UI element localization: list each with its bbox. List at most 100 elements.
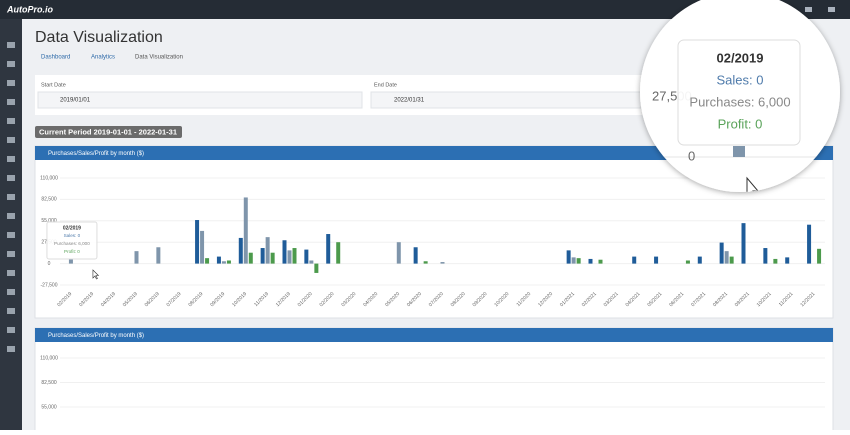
label: Start Date <box>41 82 66 88</box>
bar <box>195 220 200 264</box>
panel <box>34 327 834 435</box>
sidebar-icon[interactable] <box>7 156 15 162</box>
panel-title: Purchases/Sales/Profit by month ($) <box>48 333 144 339</box>
date-value: 2019/01/01 <box>60 98 91 104</box>
bar <box>785 257 790 264</box>
breadcrumb: Data Visualization <box>135 55 183 61</box>
tooltip-title: 02/2019 <box>63 225 81 231</box>
bar <box>260 248 265 264</box>
bar <box>598 259 603 264</box>
bar <box>396 242 401 264</box>
bar <box>588 258 593 264</box>
y-tick-label: 110,000 <box>40 175 58 181</box>
tooltip <box>677 39 801 146</box>
sidebar-icon[interactable] <box>7 99 15 105</box>
bar <box>248 252 253 264</box>
panel-header <box>35 146 833 160</box>
sidebar-icon[interactable] <box>7 194 15 200</box>
sidebar-icon[interactable] <box>7 270 15 276</box>
bar <box>729 256 734 264</box>
sidebar-icon[interactable] <box>7 213 15 219</box>
sidebar-icon[interactable] <box>7 308 15 314</box>
period-text: Current Period 2019-01-01 - 2022-01-31 <box>39 127 177 136</box>
bar <box>282 240 287 264</box>
bar <box>571 257 576 264</box>
icon[interactable] <box>805 7 812 12</box>
bar <box>326 234 331 264</box>
sidebar-icon[interactable] <box>7 251 15 257</box>
sidebar-icon[interactable] <box>7 137 15 143</box>
bar <box>221 261 226 264</box>
sidebar-icon[interactable] <box>7 175 15 181</box>
magnified-bar <box>733 146 745 157</box>
bar <box>287 250 292 264</box>
bar <box>763 248 768 264</box>
bar <box>423 261 428 264</box>
tooltip-line: Profit: 0 <box>718 116 763 131</box>
sidebar-icon[interactable] <box>7 232 15 238</box>
navbar <box>0 0 850 19</box>
bar <box>632 256 637 264</box>
bar <box>226 260 231 264</box>
y-tick-label: -27,500 <box>41 282 58 288</box>
page-title: Data Visualization <box>35 29 163 46</box>
panel-header <box>35 328 833 342</box>
tooltip-line: Purchases: 6,000 <box>689 94 790 109</box>
tooltip-line: Profit: 0 <box>64 249 80 254</box>
panel-title: Purchases/Sales/Profit by month ($) <box>48 151 144 157</box>
sidebar-icon[interactable] <box>7 289 15 295</box>
bar <box>685 260 690 264</box>
bar <box>566 250 571 264</box>
sidebar-icon[interactable] <box>7 80 15 86</box>
tooltip-line: Sales: 0 <box>64 233 81 238</box>
bar <box>719 242 724 264</box>
bar <box>314 263 319 273</box>
bar <box>697 256 702 264</box>
bar <box>413 247 418 264</box>
bar <box>336 242 341 264</box>
bar <box>265 237 270 264</box>
y-tick-label: 0 <box>48 261 51 267</box>
y-tick-label: 55,000 <box>41 218 57 224</box>
sidebar-icon[interactable] <box>7 346 15 352</box>
bar <box>817 248 822 264</box>
y-tick-label: 82,500 <box>41 197 57 203</box>
sidebar-icon[interactable] <box>7 61 15 67</box>
label: End Date <box>374 82 397 88</box>
bar <box>238 237 243 264</box>
sidebar-icon[interactable] <box>7 327 15 333</box>
bar <box>292 248 297 264</box>
magnifier: 27,500 0 02/2019 Sales: 0 Purchases: 6,0… <box>640 0 840 192</box>
bar <box>773 258 778 264</box>
bar <box>309 260 314 264</box>
bar <box>741 223 746 264</box>
cursor <box>92 269 100 280</box>
bar <box>205 258 210 264</box>
y-tick-label: 0 <box>688 148 695 163</box>
bar <box>304 249 309 264</box>
y-tick-label: 55,000 <box>41 404 57 410</box>
breadcrumb[interactable]: Analytics <box>91 55 115 61</box>
bar <box>68 258 73 264</box>
bar <box>576 258 581 264</box>
breadcrumb[interactable]: Dashboard <box>41 55 70 61</box>
bar <box>200 230 205 264</box>
bar <box>724 251 729 264</box>
bar <box>156 247 161 264</box>
tooltip-title: 02/2019 <box>717 50 764 65</box>
bar <box>807 224 812 264</box>
date-input[interactable] <box>37 91 363 109</box>
bar <box>440 262 445 264</box>
brand[interactable]: AutoPro.io <box>6 4 53 14</box>
tooltip-line: Purchases: 6,000 <box>54 241 90 246</box>
bar <box>134 251 139 264</box>
sidebar <box>0 19 22 430</box>
sidebar-icon[interactable] <box>7 42 15 48</box>
y-tick-label: 82,500 <box>41 380 57 386</box>
bar <box>216 256 221 264</box>
icon[interactable] <box>828 7 835 12</box>
date-value: 2022/01/31 <box>394 98 425 104</box>
sidebar-icon[interactable] <box>7 118 15 124</box>
